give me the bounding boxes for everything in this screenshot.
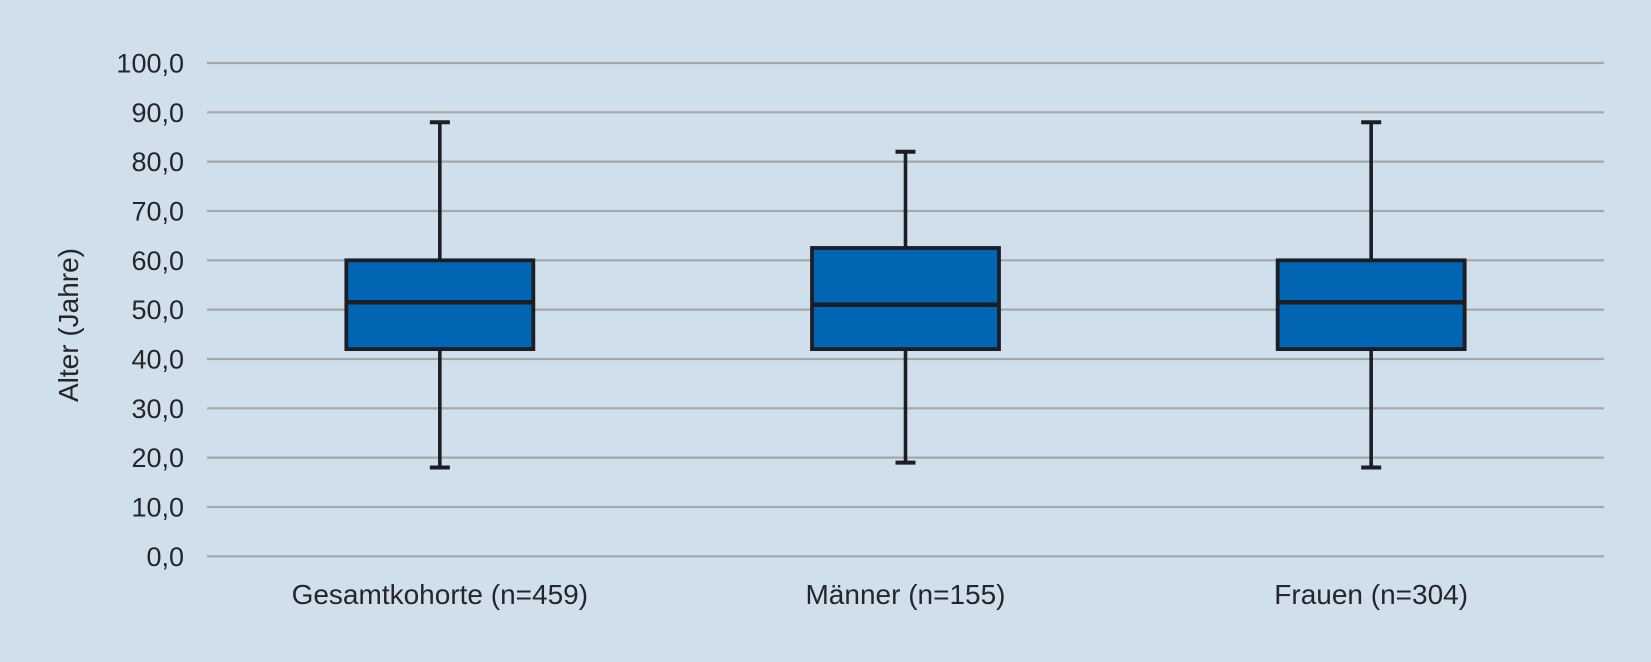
y-tick-label: 50,0 bbox=[131, 295, 184, 325]
y-tick-label: 20,0 bbox=[131, 443, 184, 473]
y-tick-label: 100,0 bbox=[116, 49, 184, 79]
boxplot-series-1 bbox=[810, 149, 1001, 465]
iqr-box bbox=[810, 246, 1001, 352]
boxplot-series-0 bbox=[344, 120, 536, 470]
y-tick-label: 40,0 bbox=[131, 344, 184, 374]
iqr-box bbox=[344, 258, 536, 352]
y-tick-label: 0,0 bbox=[146, 542, 184, 572]
y-tick-label: 30,0 bbox=[131, 394, 184, 424]
y-axis-label: Alter (Jahre) bbox=[53, 248, 84, 402]
iqr-box bbox=[1275, 258, 1467, 352]
y-tick-label: 70,0 bbox=[131, 196, 184, 226]
x-category-label: Gesamtkohorte (n=459) bbox=[292, 579, 589, 610]
x-category-label: Männer (n=155) bbox=[805, 579, 1005, 610]
x-category-label: Frauen (n=304) bbox=[1274, 579, 1468, 610]
y-tick-label: 10,0 bbox=[131, 492, 184, 522]
y-tick-label: 80,0 bbox=[131, 147, 184, 177]
boxplot-series-2 bbox=[1275, 120, 1467, 470]
y-tick-label: 60,0 bbox=[131, 246, 184, 276]
y-tick-label: 90,0 bbox=[131, 98, 184, 128]
